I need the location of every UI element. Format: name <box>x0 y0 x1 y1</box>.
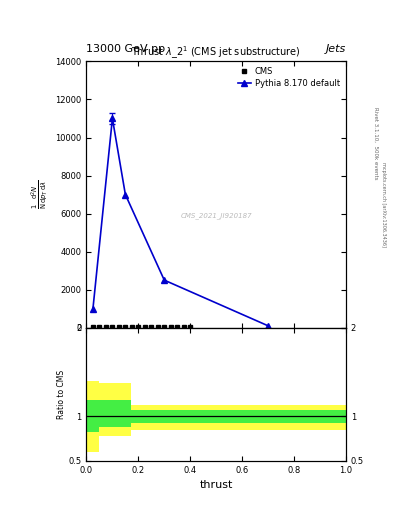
Text: $\frac{1}{\mathrm{N}}\frac{\mathrm{d}^2N}{\mathrm{d}p_T\,\mathrm{d}\lambda}$: $\frac{1}{\mathrm{N}}\frac{\mathrm{d}^2N… <box>29 180 50 209</box>
CMS <box>97 324 102 330</box>
Text: 13000 GeV pp: 13000 GeV pp <box>86 44 165 54</box>
Legend: CMS, Pythia 8.170 default: CMS, Pythia 8.170 default <box>237 66 342 90</box>
Pythia 8.170 default <box>90 306 95 312</box>
CMS <box>175 324 180 330</box>
CMS <box>156 324 160 330</box>
Pythia 8.170 default <box>162 277 167 283</box>
CMS <box>104 324 108 330</box>
Pythia 8.170 default <box>110 115 115 121</box>
Text: Jets: Jets <box>325 44 346 54</box>
Title: Thrust $\lambda\_2^1$ (CMS jet substructure): Thrust $\lambda\_2^1$ (CMS jet substruct… <box>131 45 301 61</box>
CMS <box>182 324 186 330</box>
CMS <box>142 324 147 330</box>
CMS <box>169 324 173 330</box>
CMS <box>110 324 115 330</box>
CMS <box>123 324 128 330</box>
Text: mcplots.cern.ch [arXiv:1306.3436]: mcplots.cern.ch [arXiv:1306.3436] <box>381 162 386 247</box>
CMS <box>162 324 167 330</box>
CMS <box>136 324 141 330</box>
Text: Rivet 3.1.10,  500k events: Rivet 3.1.10, 500k events <box>373 107 378 180</box>
CMS <box>149 324 154 330</box>
CMS <box>116 324 121 330</box>
Pythia 8.170 default <box>123 191 128 198</box>
Text: CMS_2021_JI920187: CMS_2021_JI920187 <box>180 212 252 219</box>
X-axis label: thrust: thrust <box>200 480 233 490</box>
CMS <box>188 324 193 330</box>
Y-axis label: Ratio to CMS: Ratio to CMS <box>57 370 66 419</box>
Line: CMS: CMS <box>91 325 192 329</box>
CMS <box>129 324 134 330</box>
CMS <box>90 324 95 330</box>
Pythia 8.170 default <box>266 323 270 329</box>
Line: Pythia 8.170 default: Pythia 8.170 default <box>90 116 271 329</box>
